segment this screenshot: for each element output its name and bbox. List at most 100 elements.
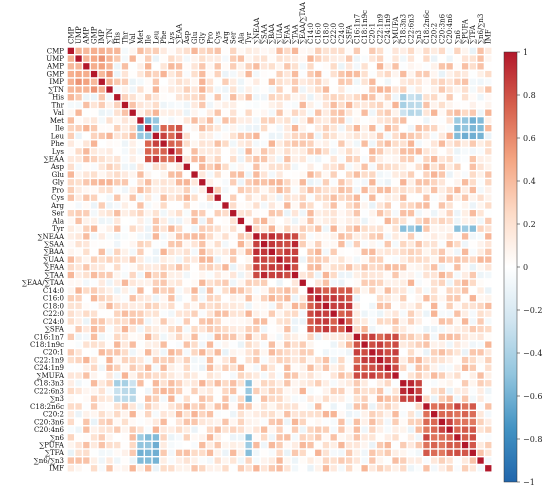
heatmap-cell — [299, 295, 306, 302]
heatmap-cell — [98, 117, 105, 124]
heatmap-cell — [230, 341, 237, 348]
heatmap-cell — [477, 217, 484, 225]
heatmap-cell — [330, 325, 337, 333]
heatmap-cell — [230, 202, 237, 209]
heatmap-cell — [67, 302, 75, 310]
heatmap-cell — [137, 457, 144, 464]
heatmap-cell — [98, 86, 105, 93]
heatmap-cell — [152, 125, 160, 132]
heatmap-cell — [152, 271, 160, 279]
heatmap-cell — [469, 55, 476, 62]
heatmap-cell — [345, 140, 353, 147]
heatmap-cell — [353, 418, 361, 426]
heatmap-cell — [338, 94, 345, 101]
heatmap-cell — [222, 186, 229, 194]
heatmap-cell — [384, 240, 391, 248]
heatmap-cell — [98, 349, 105, 356]
heatmap-cell — [423, 109, 430, 116]
heatmap-cell — [75, 349, 82, 356]
column-label: C20:4n6 — [446, 13, 454, 44]
heatmap-cell — [83, 109, 90, 116]
heatmap-cell — [276, 341, 283, 348]
row-label: C22:6n3 — [34, 387, 64, 395]
heatmap-cell — [106, 341, 113, 348]
heatmap-cell — [106, 418, 113, 426]
heatmap-cell — [384, 279, 391, 286]
heatmap-cell — [392, 349, 399, 356]
heatmap-cell — [137, 380, 144, 387]
heatmap-cell — [214, 179, 221, 186]
heatmap-cell — [121, 86, 129, 93]
heatmap-cell — [260, 210, 268, 217]
heatmap-cell — [268, 264, 275, 271]
heatmap-cell — [276, 380, 283, 387]
heatmap-cell — [361, 101, 368, 109]
heatmap-cell — [477, 465, 484, 472]
heatmap-cell — [90, 364, 98, 371]
colorbar-tick-label: 0 — [523, 263, 528, 272]
heatmap-cell — [431, 457, 438, 464]
heatmap-cell — [461, 125, 469, 132]
heatmap-cell — [75, 163, 82, 170]
heatmap-cell — [75, 356, 82, 364]
heatmap-cell — [353, 233, 361, 240]
heatmap-cell — [485, 70, 492, 78]
heatmap-cell — [431, 333, 438, 341]
heatmap-cell — [222, 380, 229, 387]
heatmap-cell — [315, 271, 322, 279]
heatmap-cell — [407, 441, 415, 449]
heatmap-cell — [361, 94, 368, 101]
row-label: ∑MUFA — [37, 372, 65, 380]
heatmap-cell — [222, 179, 229, 186]
heatmap-cell — [129, 225, 136, 232]
heatmap-cell — [160, 132, 167, 140]
heatmap-cell — [168, 155, 175, 163]
heatmap-cell — [438, 318, 446, 325]
heatmap-cell — [345, 418, 353, 426]
heatmap-cell — [330, 179, 337, 186]
heatmap-cell — [307, 240, 314, 248]
heatmap-cell — [438, 325, 446, 333]
heatmap-cell — [137, 78, 144, 85]
heatmap-cell — [338, 109, 345, 116]
heatmap-cell — [299, 449, 306, 456]
heatmap-cell — [431, 210, 438, 217]
heatmap-cell — [400, 271, 407, 279]
heatmap-cell — [469, 465, 476, 472]
heatmap-cell — [191, 264, 198, 271]
heatmap-cell — [291, 217, 299, 225]
heatmap-cell — [384, 125, 391, 132]
heatmap-cell — [168, 125, 175, 132]
heatmap-cell — [145, 55, 152, 62]
heatmap-cell — [400, 256, 407, 263]
heatmap-cell — [106, 140, 113, 147]
heatmap-cell — [145, 179, 152, 186]
heatmap-cell — [446, 55, 453, 62]
heatmap-cell — [454, 194, 461, 201]
heatmap-cell — [129, 47, 136, 55]
heatmap-cell — [276, 217, 283, 225]
heatmap-cell — [338, 171, 345, 178]
heatmap-cell — [276, 240, 283, 248]
heatmap-cell — [152, 349, 160, 356]
heatmap-cell — [160, 302, 167, 310]
heatmap-cell — [415, 302, 422, 310]
heatmap-cell — [423, 341, 430, 348]
row-label: Val — [52, 109, 65, 117]
heatmap-cell — [75, 434, 82, 441]
heatmap-cell — [75, 63, 82, 70]
heatmap-cell — [485, 125, 492, 132]
heatmap-cell — [400, 233, 407, 240]
heatmap-cell — [415, 248, 422, 255]
heatmap-cell — [345, 457, 353, 464]
heatmap-cell — [260, 94, 268, 101]
heatmap-cell — [129, 364, 136, 371]
heatmap-cell — [191, 225, 198, 232]
heatmap-cell — [106, 318, 113, 325]
heatmap-cell — [129, 372, 136, 379]
heatmap-cell — [67, 217, 75, 225]
heatmap-cell — [98, 233, 105, 240]
heatmap-cell — [114, 325, 121, 333]
heatmap-cell — [461, 271, 469, 279]
heatmap-cell — [199, 109, 206, 116]
